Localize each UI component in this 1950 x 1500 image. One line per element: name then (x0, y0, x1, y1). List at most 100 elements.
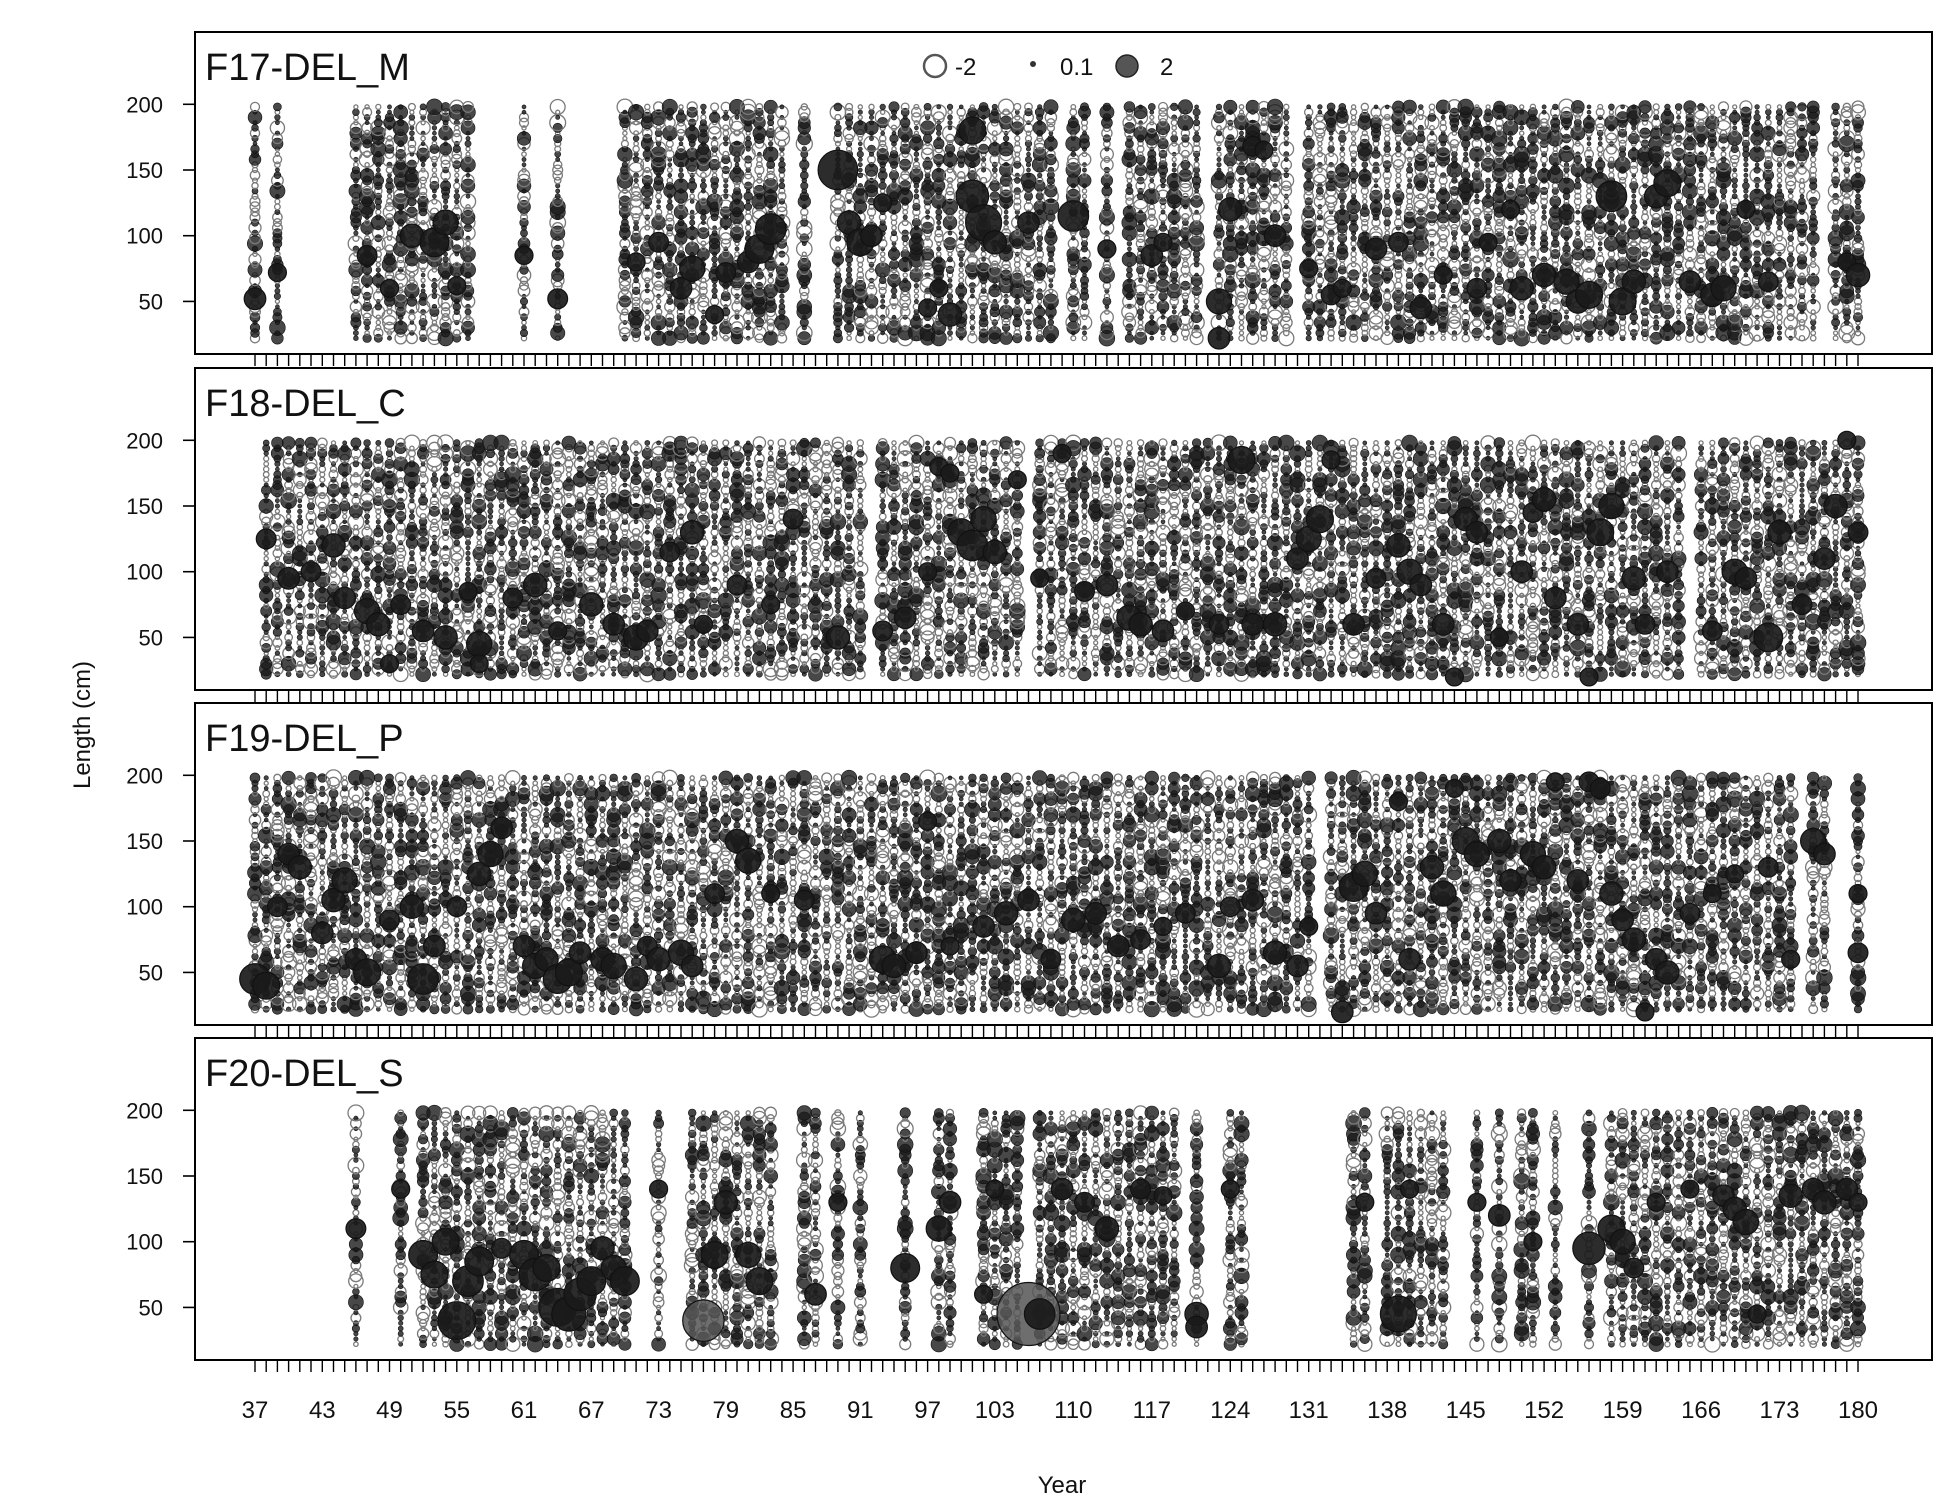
residual-bubble (1194, 188, 1199, 194)
residual-bubble (890, 114, 897, 121)
residual-bubble (1048, 256, 1054, 263)
residual-bubble (441, 313, 450, 322)
residual-bubble (1216, 167, 1222, 173)
residual-bubble (1081, 193, 1088, 199)
residual-bubble (450, 153, 463, 166)
residual-bubble (1547, 130, 1564, 147)
residual-bubble (1653, 114, 1660, 121)
residual-bubble (1731, 177, 1738, 184)
residual-bubble (521, 151, 527, 158)
residual-bubble (1048, 225, 1054, 231)
residual-bubble (1777, 335, 1783, 341)
residual-bubble (1696, 181, 1706, 191)
residual-bubble (1742, 182, 1750, 190)
residual-bubble (897, 125, 913, 141)
residual-bubble (1216, 151, 1222, 157)
residual-bubble (364, 104, 370, 110)
residual-bubble (517, 284, 531, 298)
residual-bubble (431, 282, 438, 289)
residual-bubble (1638, 100, 1652, 114)
residual-bubble (364, 161, 370, 168)
residual-bubble (1194, 304, 1199, 310)
residual-bubble (857, 114, 863, 121)
residual-bubble (768, 141, 774, 147)
residual-bubble (689, 298, 695, 304)
residual-bubble (364, 167, 370, 173)
residual-bubble (845, 276, 853, 285)
residual-bubble (1597, 136, 1603, 141)
residual-bubble (1081, 335, 1088, 342)
residual-bubble (364, 330, 370, 336)
residual-bubble (1306, 104, 1312, 110)
residual-bubble (754, 333, 765, 344)
residual-bubble (744, 224, 752, 232)
residual-bubble (980, 251, 987, 258)
residual-bubble (387, 104, 392, 110)
residual-bubble (1170, 119, 1178, 127)
residual-bubble (632, 145, 640, 153)
residual-bubble (517, 173, 531, 188)
residual-bubble (1190, 311, 1203, 324)
residual-bubble (644, 324, 651, 331)
residual-bubble (417, 169, 429, 182)
residual-bubble (723, 141, 729, 147)
residual-bubble (1384, 319, 1390, 326)
residual-bubble (801, 251, 807, 257)
residual-bubble (1519, 104, 1525, 110)
residual-bubble (1732, 188, 1737, 194)
residual-bubble (385, 166, 394, 174)
residual-bubble (418, 192, 428, 201)
residual-bubble (1710, 220, 1715, 225)
residual-bubble (1407, 178, 1412, 183)
residual-bubble (1664, 156, 1671, 163)
residual-bubble (1304, 170, 1314, 180)
residual-bubble (1461, 244, 1470, 253)
residual-bubble (935, 208, 943, 216)
residual-bubble (1127, 278, 1132, 283)
residual-bubble (431, 162, 437, 168)
residual-bubble (1732, 109, 1738, 115)
residual-bubble (621, 161, 629, 168)
residual-bubble (274, 283, 281, 289)
residual-bubble (1429, 246, 1435, 252)
residual-bubble (1189, 220, 1204, 236)
residual-bubble (723, 288, 729, 294)
residual-bubble (1664, 319, 1671, 326)
residual-bubble (1429, 183, 1435, 189)
y-tick-label: 50 (139, 289, 163, 314)
residual-bubble (1731, 172, 1738, 179)
residual-bubble (1283, 125, 1289, 131)
residual-bubble (1518, 130, 1525, 136)
residual-bubble (374, 303, 382, 311)
residual-bubble (666, 330, 673, 336)
residual-bubble (409, 136, 415, 141)
residual-bubble (733, 156, 741, 163)
residual-bubble (678, 167, 684, 173)
residual-bubble (1513, 330, 1530, 347)
residual-bubble (654, 208, 663, 216)
residual-bubble (432, 194, 437, 199)
residual-bubble (1282, 114, 1290, 121)
residual-bubble (644, 314, 651, 321)
residual-bubble (1190, 195, 1203, 208)
residual-bubble (464, 308, 472, 316)
residual-bubble (779, 104, 785, 110)
residual-bubble (654, 255, 663, 264)
residual-bubble (554, 193, 561, 200)
residual-bubble (1652, 103, 1660, 111)
residual-bubble (353, 119, 359, 126)
residual-bubble (420, 141, 426, 146)
residual-bubble (375, 103, 382, 111)
residual-bubble (1047, 319, 1054, 326)
residual-bubble (363, 235, 371, 242)
residual-bubble (656, 304, 661, 310)
residual-bubble (406, 206, 418, 218)
residual-bubble (1435, 99, 1451, 115)
residual-bubble (1447, 258, 1461, 272)
residual-bubble (1361, 261, 1369, 268)
residual-bubble (1675, 214, 1682, 221)
residual-bubble (1563, 166, 1570, 174)
residual-bubble (1149, 114, 1155, 121)
residual-bubble (868, 109, 875, 116)
residual-bubble (1614, 156, 1631, 173)
